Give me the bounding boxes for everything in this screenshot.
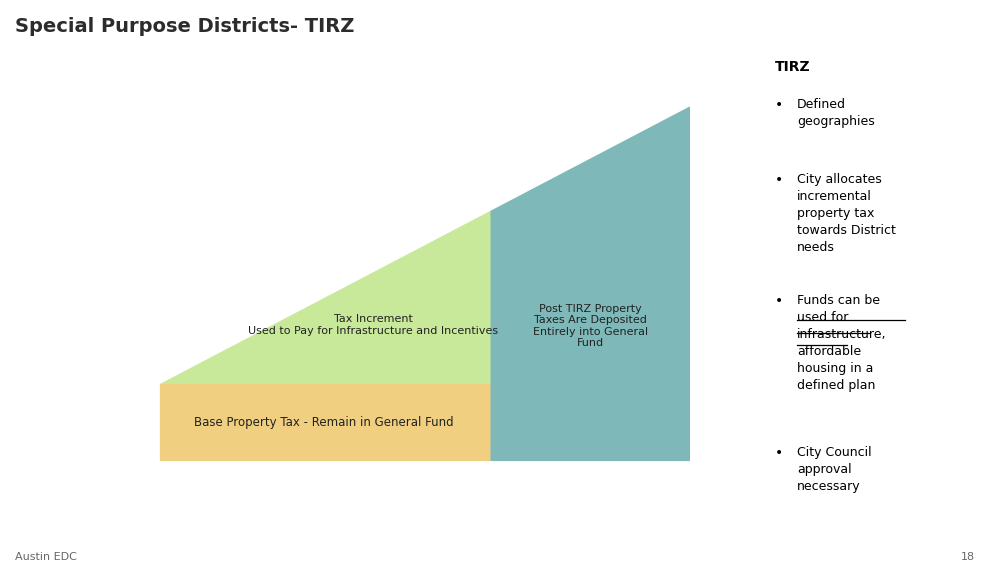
Text: Post TIRZ Property
Taxes Are Deposited
Entirely into General
Fund: Post TIRZ Property Taxes Are Deposited E… bbox=[533, 304, 648, 348]
Text: City allocates
incremental
property tax
towards District
needs: City allocates incremental property tax … bbox=[797, 173, 896, 254]
Text: •: • bbox=[775, 98, 783, 112]
Text: 18: 18 bbox=[961, 552, 975, 562]
Text: Defined
geographies: Defined geographies bbox=[797, 98, 875, 128]
Text: •: • bbox=[775, 173, 783, 187]
Text: How does a TIRZ work?: How does a TIRZ work? bbox=[274, 79, 546, 99]
Text: Increased Property Values Due to Investments: Increased Property Values Due to Investm… bbox=[177, 245, 395, 366]
Text: City Council
approval
necessary: City Council approval necessary bbox=[797, 446, 872, 494]
Text: Creation of TIRZ: Creation of TIRZ bbox=[110, 490, 206, 503]
Text: Funds can be
used for
infrastructure,
affordable
housing in a
defined plan: Funds can be used for infrastructure, af… bbox=[797, 294, 887, 392]
Text: TIRZ: TIRZ bbox=[775, 60, 811, 74]
Polygon shape bbox=[158, 384, 490, 462]
Polygon shape bbox=[158, 209, 490, 384]
Polygon shape bbox=[490, 105, 690, 462]
Text: Assessed Property Value: Assessed Property Value bbox=[71, 206, 84, 359]
Text: •: • bbox=[775, 446, 783, 460]
Text: Austin EDC: Austin EDC bbox=[15, 552, 77, 562]
Text: •: • bbox=[775, 294, 783, 308]
Text: Base Property Tax - Remain in General Fund: Base Property Tax - Remain in General Fu… bbox=[194, 416, 454, 429]
Text: End of TIRZ: End of TIRZ bbox=[457, 490, 524, 503]
Text: Special Purpose Districts- TIRZ: Special Purpose Districts- TIRZ bbox=[15, 17, 354, 36]
Text: Tax Increment
Used to Pay for Infrastructure and Incentives: Tax Increment Used to Pay for Infrastruc… bbox=[248, 314, 498, 336]
